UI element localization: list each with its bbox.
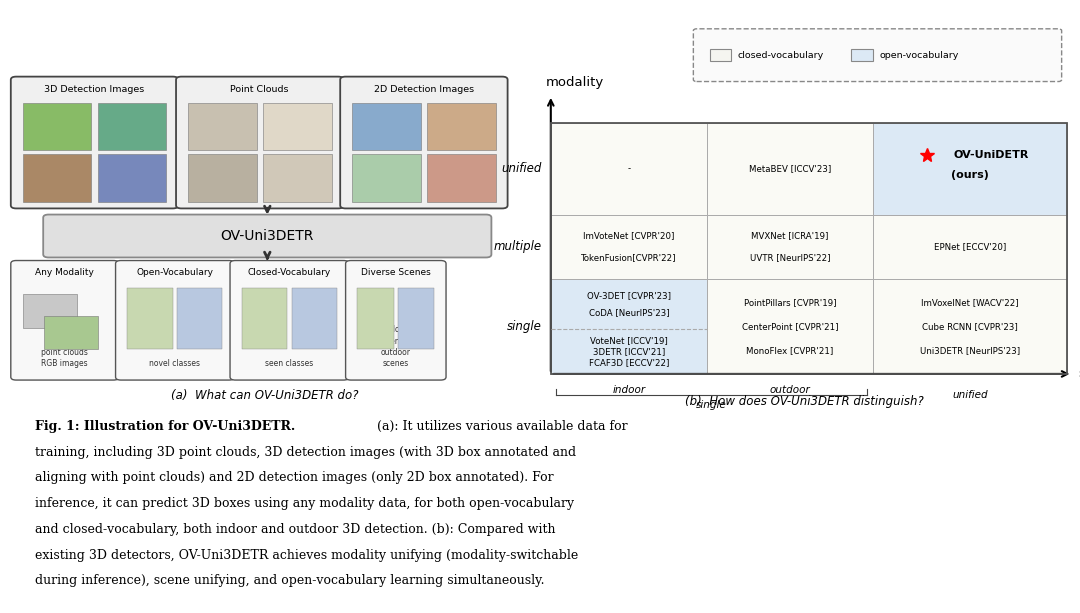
Bar (23, 154, 91, 202)
Text: scene: scene (1078, 367, 1080, 381)
Text: Open-Vocabulary: Open-Vocabulary (136, 268, 214, 278)
Text: closed-vocabulary: closed-vocabulary (738, 51, 824, 59)
Bar (127, 288, 173, 349)
Text: (a)  What can OV-Uni3DETR do?: (a) What can OV-Uni3DETR do? (171, 389, 359, 402)
FancyBboxPatch shape (43, 215, 491, 257)
Text: modality: modality (545, 76, 604, 89)
Text: Uni3DETR [NeurIPS'23]: Uni3DETR [NeurIPS'23] (920, 346, 1020, 355)
Bar (851, 49, 873, 61)
Text: FCAF3D [ECCV'22]: FCAF3D [ECCV'22] (589, 358, 670, 367)
Bar (97, 103, 166, 150)
Text: MVXNet [ICRA'19]: MVXNet [ICRA'19] (752, 232, 828, 240)
Text: Cube RCNN [CVPR'23]: Cube RCNN [CVPR'23] (922, 322, 1017, 331)
Bar (707, 279, 873, 374)
Bar (264, 103, 332, 150)
Text: (a): It utilizes various available data for: (a): It utilizes various available data … (377, 420, 627, 433)
Bar (43, 316, 98, 349)
Bar (551, 123, 707, 215)
Bar (188, 103, 257, 150)
Text: and closed-vocabulary, both indoor and outdoor 3D detection. (b): Compared with: and closed-vocabulary, both indoor and o… (35, 523, 555, 536)
Bar (873, 279, 1067, 374)
Text: indoor
scenes
outdoor
scenes: indoor scenes outdoor scenes (381, 326, 410, 368)
Bar (97, 154, 166, 202)
Text: Any Modality: Any Modality (36, 268, 94, 278)
Text: seen classes: seen classes (266, 359, 313, 368)
Text: MetaBEV [ICCV'23]: MetaBEV [ICCV'23] (748, 164, 832, 173)
Bar (23, 103, 91, 150)
Text: (b)  How does OV-Uni3DETR distinguish?: (b) How does OV-Uni3DETR distinguish? (685, 395, 924, 408)
Bar (23, 294, 78, 328)
Text: Fig. 1: Illustration for OV-Uni3DETR.: Fig. 1: Illustration for OV-Uni3DETR. (35, 420, 295, 433)
Bar (352, 154, 421, 202)
Text: single: single (508, 320, 542, 333)
Text: outdoor: outdoor (770, 385, 810, 395)
Bar (188, 154, 257, 202)
Text: indoor: indoor (612, 385, 646, 395)
Text: unified: unified (953, 390, 987, 400)
Bar (428, 154, 496, 202)
Bar (710, 49, 731, 61)
FancyBboxPatch shape (340, 77, 508, 208)
Text: MonoFlex [CVPR'21]: MonoFlex [CVPR'21] (746, 346, 834, 355)
Bar (551, 215, 707, 279)
Text: CoDA [NeurIPS'23]: CoDA [NeurIPS'23] (589, 308, 670, 317)
Text: 3DETR [ICCV'21]: 3DETR [ICCV'21] (593, 347, 665, 356)
Text: OV-UniDETR: OV-UniDETR (954, 150, 1029, 160)
Text: novel classes: novel classes (149, 359, 201, 368)
Text: UVTR [NeurIPS'22]: UVTR [NeurIPS'22] (750, 253, 831, 262)
FancyBboxPatch shape (230, 261, 349, 380)
Text: existing 3D detectors, OV-Uni3DETR achieves modality unifying (modality-switchab: existing 3D detectors, OV-Uni3DETR achie… (35, 549, 578, 562)
Text: (ours): (ours) (950, 170, 989, 180)
Text: -: - (627, 164, 631, 173)
Text: inference, it can predict 3D boxes using any modality data, for both open-vocabu: inference, it can predict 3D boxes using… (35, 497, 573, 510)
Text: aligning with point clouds) and 2D detection images (only 2D box annotated). For: aligning with point clouds) and 2D detec… (35, 471, 553, 484)
Text: EPNet [ECCV'20]: EPNet [ECCV'20] (934, 242, 1005, 251)
Bar (873, 123, 1067, 215)
Text: ImVoteNet [CVPR'20]: ImVoteNet [CVPR'20] (583, 232, 675, 240)
Bar (428, 103, 496, 150)
Bar (551, 279, 707, 374)
FancyBboxPatch shape (11, 261, 119, 380)
Bar (399, 288, 434, 349)
Text: ImVoxelNet [WACV'22]: ImVoxelNet [WACV'22] (921, 298, 1018, 307)
Text: multiple: multiple (494, 240, 542, 253)
Bar (177, 288, 222, 349)
FancyBboxPatch shape (693, 29, 1062, 82)
Text: Closed-Vocabulary: Closed-Vocabulary (247, 268, 332, 278)
Text: TokenFusion[CVPR'22]: TokenFusion[CVPR'22] (581, 253, 677, 262)
Bar (352, 103, 421, 150)
Text: 2D Detection Images: 2D Detection Images (374, 85, 474, 94)
Bar (551, 123, 1067, 374)
Text: 3D Detection Images: 3D Detection Images (44, 85, 145, 94)
Text: single: single (697, 400, 727, 410)
Text: unified: unified (502, 162, 542, 175)
Bar (873, 215, 1067, 279)
FancyBboxPatch shape (346, 261, 446, 380)
Bar (264, 154, 332, 202)
Bar (707, 123, 873, 215)
Text: open-vocabulary: open-vocabulary (879, 51, 958, 59)
Text: point clouds
RGB images: point clouds RGB images (41, 348, 89, 368)
Text: OV-Uni3DETR: OV-Uni3DETR (220, 229, 314, 243)
FancyBboxPatch shape (11, 77, 178, 208)
Text: PointPillars [CVPR'19]: PointPillars [CVPR'19] (744, 298, 836, 307)
FancyBboxPatch shape (176, 77, 343, 208)
Bar (242, 288, 287, 349)
Bar (292, 288, 337, 349)
Text: Point Clouds: Point Clouds (230, 85, 289, 94)
Text: Diverse Scenes: Diverse Scenes (361, 268, 431, 278)
Text: VoteNet [ICCV'19]: VoteNet [ICCV'19] (591, 336, 667, 345)
Bar (357, 288, 394, 349)
FancyBboxPatch shape (116, 261, 234, 380)
Text: OV-3DET [CVPR'23]: OV-3DET [CVPR'23] (588, 291, 671, 300)
Text: during inference), scene unifying, and open-vocabulary learning simultaneously.: during inference), scene unifying, and o… (35, 574, 544, 587)
Text: training, including 3D point clouds, 3D detection images (with 3D box annotated : training, including 3D point clouds, 3D … (35, 446, 576, 459)
Bar (707, 215, 873, 279)
Text: CenterPoint [CVPR'21]: CenterPoint [CVPR'21] (742, 322, 838, 331)
